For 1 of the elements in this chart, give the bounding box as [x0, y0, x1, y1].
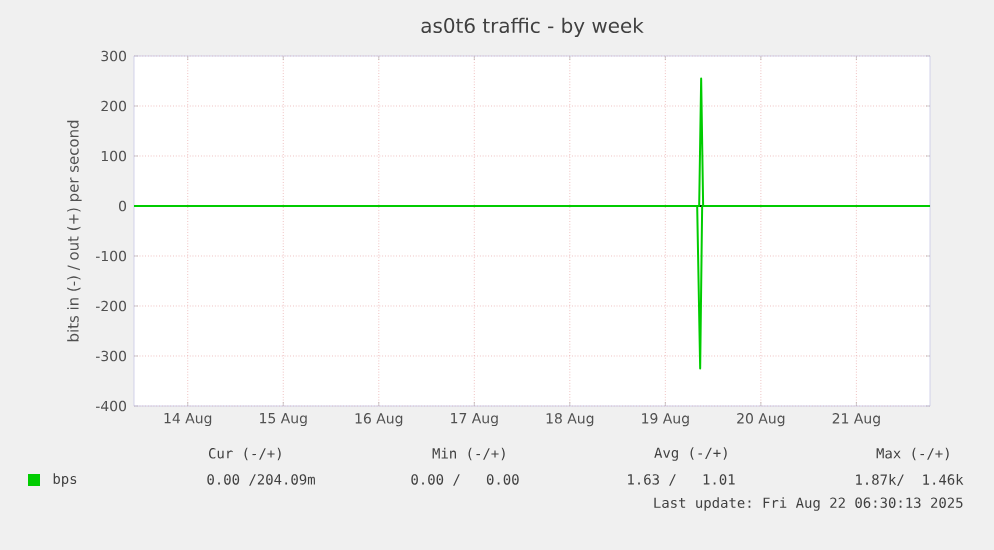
chart-title: as0t6 traffic - by week	[421, 17, 644, 37]
